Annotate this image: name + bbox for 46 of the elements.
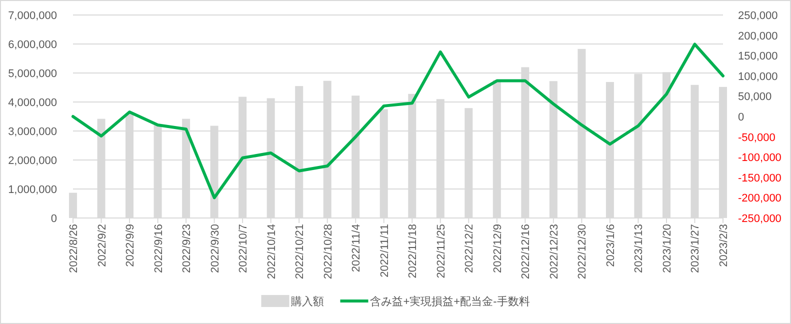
- x-tick-label: 2022/11/4: [350, 224, 363, 272]
- x-tick-label: 2022/10/14: [266, 224, 278, 280]
- x-tick-label: 2022/11/25: [435, 224, 448, 278]
- x-tick-label: 2022/9/30: [209, 224, 222, 273]
- y-tick-label: 0: [50, 213, 57, 225]
- y2-tick-label: -100,000: [738, 152, 782, 164]
- y2-tick-label: -50,000: [738, 132, 776, 144]
- x-tick-label: 2022/12/30: [576, 224, 589, 280]
- x-tick-label: 2022/10/21: [294, 224, 306, 280]
- x-tick-label: 2023/1/20: [661, 224, 674, 273]
- y2-tick-label: 50,000: [738, 91, 772, 104]
- x-tick-label: 2022/9/16: [152, 224, 165, 273]
- legend-label: 購入額: [291, 295, 324, 308]
- y2-tick-label: 250,000: [738, 10, 778, 22]
- x-tick-label: 2023/1/13: [633, 224, 646, 273]
- x-tick-label: 2023/1/27: [690, 224, 702, 273]
- x-tick-label: 2022/12/9: [492, 224, 504, 273]
- x-tick-label: 2022/10/7: [238, 224, 250, 273]
- x-tick-label: 2022/9/9: [124, 224, 137, 267]
- x-tick-label: 2022/12/2: [464, 224, 476, 273]
- x-tick-label: 2023/2/3: [718, 224, 730, 267]
- y-tick-label: 2,000,000: [8, 155, 57, 167]
- y2-tick-label: 200,000: [738, 30, 778, 42]
- y2-tick-label: 0: [738, 112, 744, 124]
- y-tick-label: 7,000,000: [8, 10, 57, 22]
- x-tick-label: 2022/9/23: [181, 224, 194, 273]
- y2-tick-label: -150,000: [738, 172, 782, 184]
- x-tick-label: 2022/9/2: [96, 224, 108, 267]
- x-tick-label: 2023/1/6: [604, 224, 617, 267]
- x-tick-label: 2022/10/28: [322, 224, 334, 280]
- line-series: [72, 42, 724, 200]
- y-tick-label: 4,000,000: [8, 97, 57, 109]
- x-tick-label: 2022/12/16: [520, 224, 532, 280]
- y-tick-label: 6,000,000: [8, 39, 57, 51]
- x-tick-label: 2022/8/26: [68, 224, 80, 273]
- y2-tick-label: 150,000: [738, 50, 778, 63]
- x-tick-label: 2022/11/11: [378, 224, 391, 278]
- y2-tick-label: -250,000: [738, 213, 782, 225]
- y2-tick-label: 100,000: [738, 70, 778, 83]
- x-tick-label: 2022/12/23: [548, 224, 560, 280]
- y-tick-label: 3,000,000: [8, 126, 57, 138]
- legend-label: 含み益+実現損益+配当金-手数料: [370, 295, 530, 308]
- x-tick-label: 2022/11/18: [407, 224, 420, 278]
- y-tick-label: 1,000,000: [8, 184, 57, 196]
- y-tick-label: 5,000,000: [8, 68, 57, 80]
- y2-tick-label: -200,000: [738, 192, 782, 205]
